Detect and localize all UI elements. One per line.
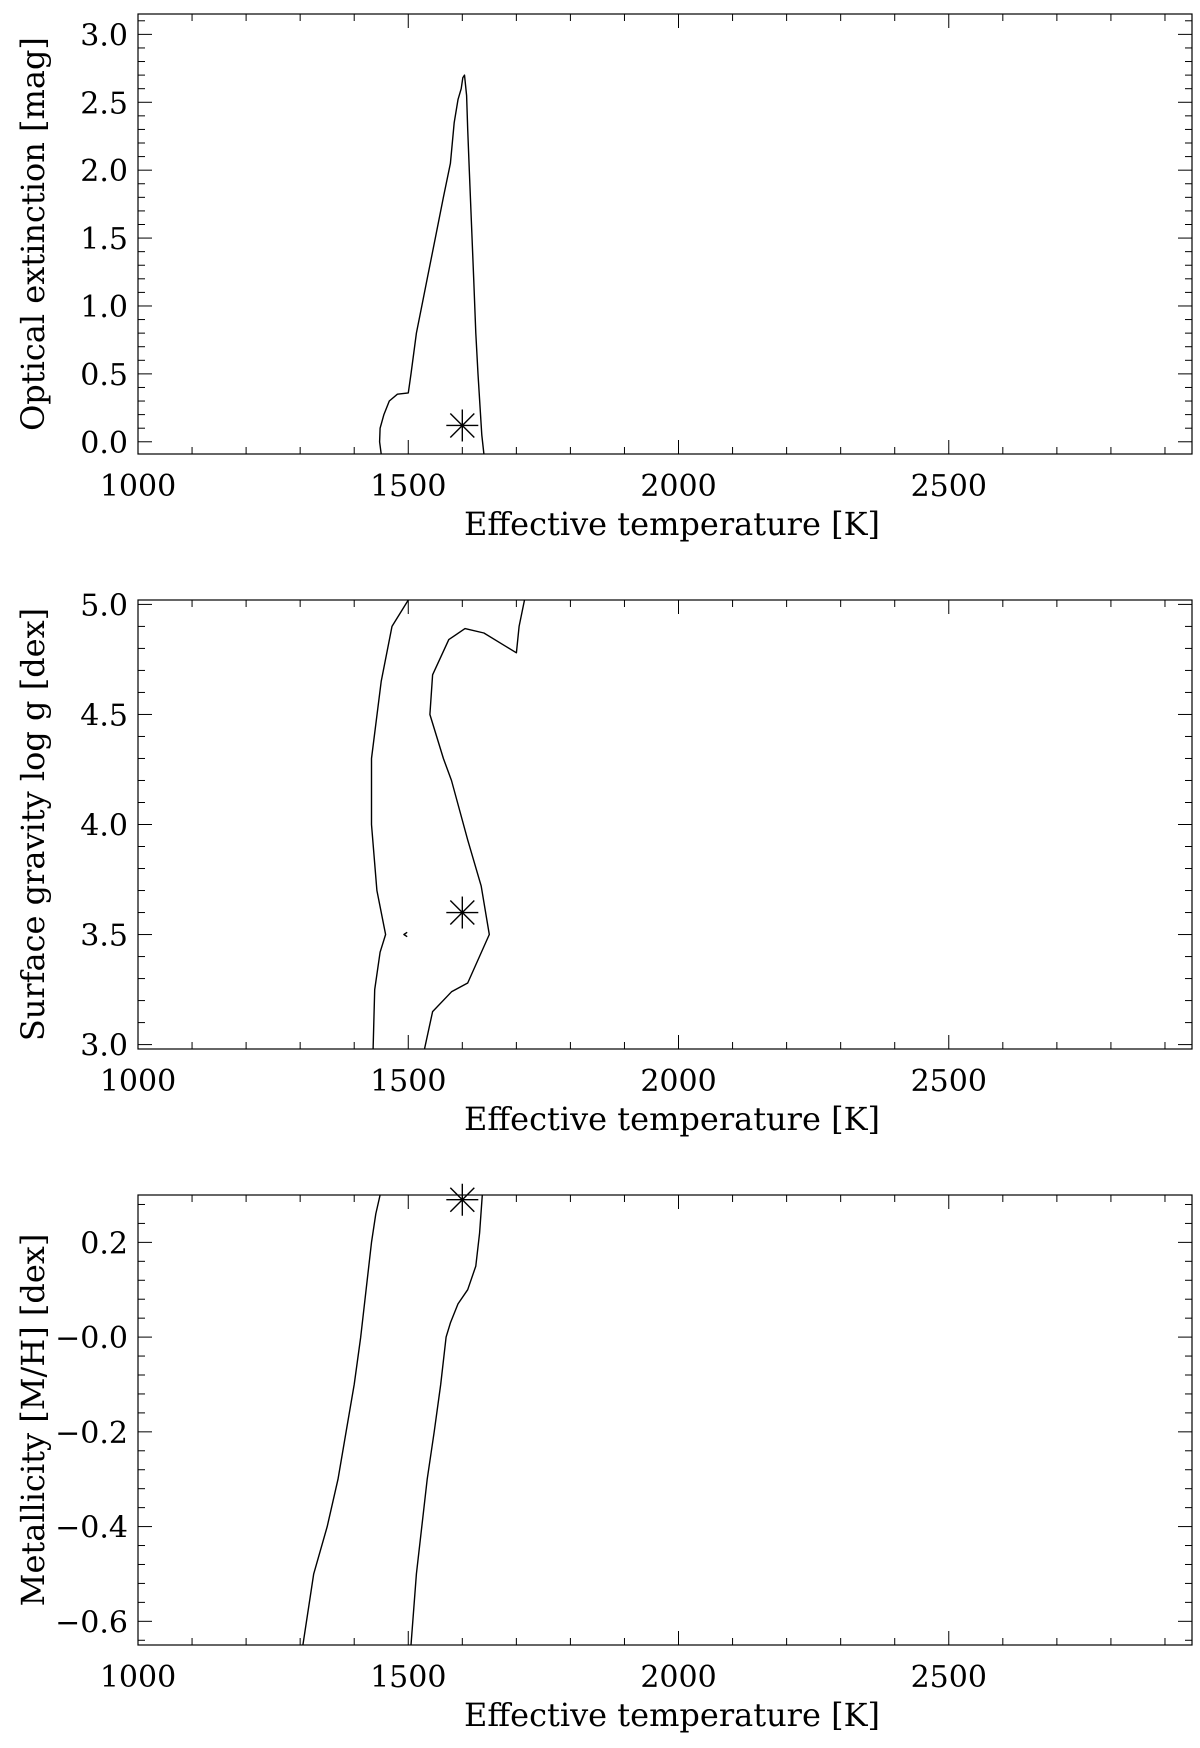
x-axis-label: Effective temperature [K] bbox=[464, 1696, 880, 1734]
plot-frame bbox=[137, 599, 1193, 1050]
y-tick-label: 0.0 bbox=[80, 426, 128, 461]
contour-line-2 bbox=[410, 1195, 483, 1645]
y-axis-label: Optical extinction [mag] bbox=[14, 37, 52, 431]
y-tick-label: 3.0 bbox=[80, 1029, 128, 1064]
y-tick-label: 4.0 bbox=[80, 809, 128, 844]
y-tick-label: 4.5 bbox=[80, 698, 128, 733]
y-axis-label: Surface gravity log g [dex] bbox=[14, 608, 52, 1041]
x-tick-label: 1000 bbox=[100, 469, 176, 504]
y-tick-label: −0.0 bbox=[55, 1321, 128, 1356]
x-tick-label: 2000 bbox=[640, 1064, 716, 1099]
y-tick-label: 2.0 bbox=[80, 154, 128, 189]
x-tick-label: 2500 bbox=[911, 1660, 987, 1695]
y-tick-label: 1.0 bbox=[80, 290, 128, 325]
contour-line-1 bbox=[370, 600, 409, 1049]
contour-line-1 bbox=[378, 74, 485, 454]
y-tick-label: 0.2 bbox=[80, 1226, 128, 1261]
x-axis-label: Effective temperature [K] bbox=[464, 505, 880, 543]
x-tick-label: 1500 bbox=[370, 1064, 446, 1099]
x-tick-label: 2000 bbox=[640, 469, 716, 504]
y-axis-label: Metallicity [M/H] [dex] bbox=[14, 1234, 52, 1607]
panel-1: 1000 1500 2000 2500 0.0 0.5 1.0 1.5 2.0 2.5 3.0 Eff… bbox=[14, 13, 1193, 543]
y-tick-label: 2.5 bbox=[80, 86, 128, 121]
x-tick-label: 2500 bbox=[911, 469, 987, 504]
x-tick-label: 2000 bbox=[640, 1660, 716, 1695]
x-axis-label: Effective temperature [K] bbox=[464, 1100, 880, 1138]
y-tick-label: −0.6 bbox=[55, 1605, 128, 1640]
plot-frame bbox=[137, 13, 1193, 455]
best-fit-marker bbox=[446, 1183, 479, 1216]
y-tick-label: 0.5 bbox=[80, 358, 128, 393]
panel-3: 1000 1500 2000 2500 0.2 −0.0 −0.2 −0.4 −0.6 Effec… bbox=[14, 1183, 1193, 1734]
y-tick-label: −0.4 bbox=[55, 1511, 128, 1546]
y-tick-label: 3.5 bbox=[80, 919, 128, 954]
x-tick-label: 1500 bbox=[370, 1660, 446, 1695]
contour-line-2 bbox=[423, 600, 526, 1049]
x-tick-label: 1000 bbox=[100, 1064, 176, 1099]
x-tick-label: 1500 bbox=[370, 469, 446, 504]
contour-line-1 bbox=[302, 1195, 381, 1645]
y-tick-label: 5.0 bbox=[80, 588, 128, 623]
best-fit-marker bbox=[446, 409, 479, 442]
panel-2: 1000 1500 2000 2500 3.0 3.5 4.0 4.5 5.0 Effective… bbox=[14, 588, 1193, 1138]
y-tick-label: −0.2 bbox=[55, 1416, 128, 1451]
y-tick-label: 1.5 bbox=[80, 222, 128, 257]
x-tick-label: 1000 bbox=[100, 1660, 176, 1695]
plot-frame bbox=[137, 1194, 1193, 1646]
y-tick-label: 3.0 bbox=[80, 18, 128, 53]
x-tick-label: 2500 bbox=[911, 1064, 987, 1099]
contour-line-3 bbox=[403, 931, 408, 938]
best-fit-marker bbox=[446, 896, 479, 929]
